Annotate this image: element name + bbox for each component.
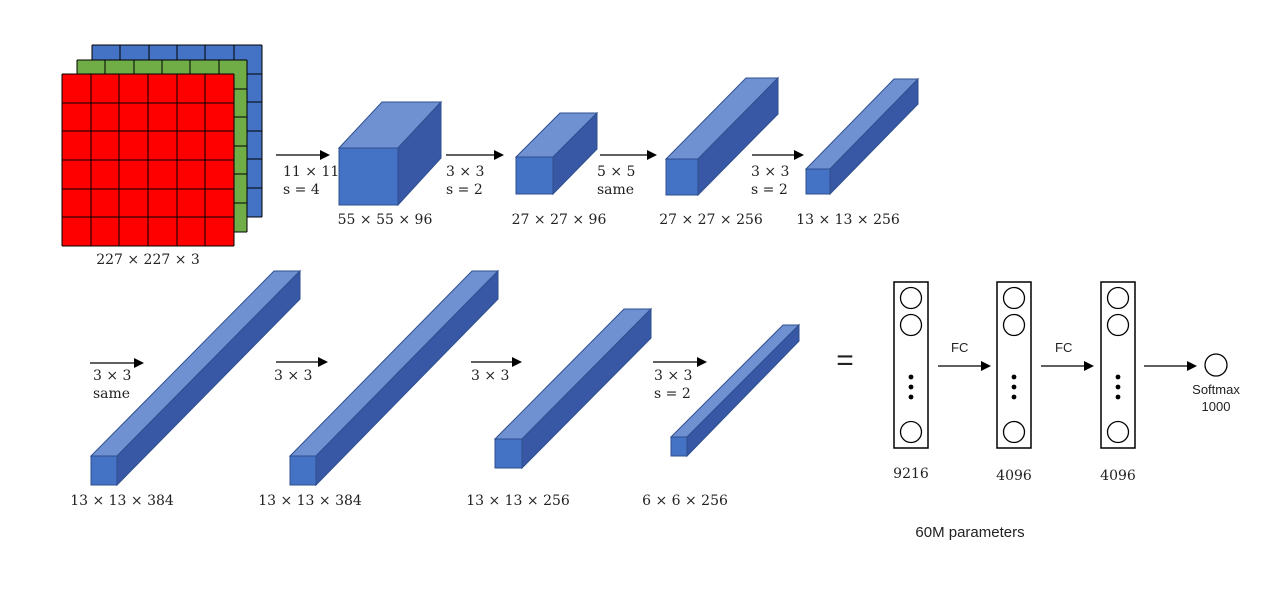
volume-label: 27 × 27 × 96 [512,212,607,228]
op-kernel: 3 × 3 [274,368,312,384]
volume-label: 6 × 6 × 256 [642,493,728,509]
fc-layer-9216: 9216 [893,281,929,482]
op-kernel: 3 × 3 [93,368,131,384]
op-padding: same [597,182,634,198]
softmax-output: Softmax 1000 [1192,353,1240,414]
op-stride: s = 2 [751,182,788,198]
fc-layer-4096-a: 4096 [996,281,1032,484]
neuron-circle [899,420,923,444]
volume-13x13x384-b: 13 × 13 × 384 [258,269,500,509]
op-kernel: 3 × 3 [471,368,509,384]
neuron-circle [899,313,923,337]
neuron-circle [1106,420,1130,444]
volume-label: 13 × 13 × 256 [796,212,900,228]
op-kernel: 5 × 5 [597,164,635,180]
op-pool3: 3 × 3 s = 2 [653,357,707,402]
neuron-circle [1106,286,1130,310]
neuron-circle [1002,286,1026,310]
neuron-circle [1002,420,1026,444]
op-conv1: 11 × 11 s = 4 [276,150,339,198]
op-stride: s = 2 [654,386,691,402]
volume-label: 13 × 13 × 384 [70,493,174,509]
softmax-count: 1000 [1202,399,1231,414]
equals-sign: = [836,344,854,377]
softmax-label: Softmax [1192,382,1240,397]
volume-label: 13 × 13 × 384 [258,493,362,509]
op-pool1: 3 × 3 s = 2 [446,150,504,198]
neuron-circle [1002,313,1026,337]
fc-layer-label: 9216 [893,466,929,482]
input-label: 227 × 227 × 3 [96,252,200,268]
volume-13x13x256-b: 13 × 13 × 256 [466,307,653,509]
fc-link-label: FC [1055,340,1072,355]
volume-13x13x256: 13 × 13 × 256 [796,77,920,228]
volume-label: 13 × 13 × 256 [466,493,570,509]
op-kernel: 3 × 3 [446,164,484,180]
neuron-circle [899,286,923,310]
fc-layer-label: 4096 [1100,468,1136,484]
op-conv4: 3 × 3 [274,357,328,384]
fc-layer-4096-b: 4096 [1100,281,1136,484]
op-conv2: 5 × 5 same [597,150,657,198]
fc-link-label: FC [951,340,968,355]
volume-6x6x256: 6 × 6 × 256 [642,323,801,509]
op-conv5: 3 × 3 [471,357,522,384]
volume-label: 55 × 55 × 96 [338,212,433,228]
red-channel [61,73,235,247]
op-pool2: 3 × 3 s = 2 [751,150,804,198]
op-stride: s = 2 [446,182,483,198]
op-stride: s = 4 [283,182,320,198]
op-padding: same [93,386,130,402]
op-kernel: 3 × 3 [751,164,789,180]
op-kernel: 3 × 3 [654,368,692,384]
input-image: 227 × 227 × 3 [61,44,263,268]
fc-link-1: FC [938,340,991,371]
volume-13x13x384-a: 13 × 13 × 384 [70,269,302,509]
fc-layer-label: 4096 [996,468,1032,484]
op-kernel: 11 × 11 [283,164,339,180]
fc-link-2: FC [1041,340,1094,371]
volume-55x55x96: 55 × 55 × 96 [338,100,443,228]
volume-label: 27 × 27 × 256 [659,212,763,228]
volume-27x27x256: 27 × 27 × 256 [659,76,780,228]
neuron-circle [1106,313,1130,337]
parameter-count-caption: 60M parameters [915,524,1024,541]
output-neuron-circle [1204,353,1228,377]
op-conv3: 3 × 3 same [90,358,144,402]
volume-27x27x96: 27 × 27 × 96 [512,111,607,228]
